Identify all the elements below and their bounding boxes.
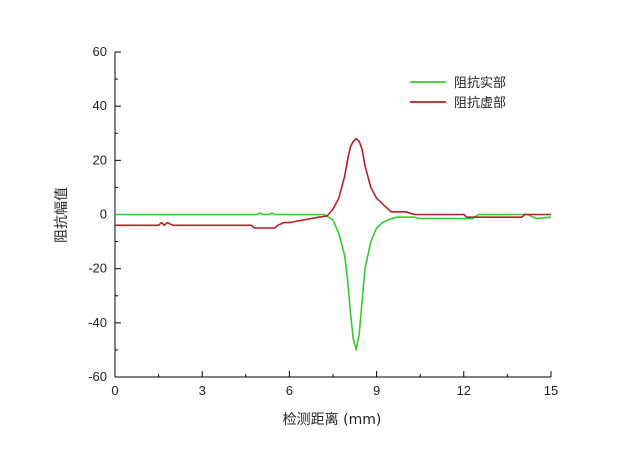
x-tick-label: 15 — [544, 383, 558, 398]
legend-label-2: 阻抗虚部 — [454, 96, 506, 111]
y-tick-label: 0 — [100, 207, 107, 222]
y-tick-label: 20 — [93, 152, 107, 167]
y-tick-label: -20 — [88, 261, 107, 276]
x-axis-title: 检测距离 (mm) — [283, 411, 382, 428]
series-line-2 — [115, 137, 551, 229]
y-tick-label: -40 — [88, 315, 107, 330]
y-tick-label: 60 — [93, 44, 107, 59]
series-layer — [115, 137, 552, 351]
y-tick-label: 40 — [93, 98, 107, 113]
series-line-1 — [115, 212, 552, 351]
x-tick-label: 0 — [111, 383, 118, 398]
x-tick-label: 12 — [457, 383, 471, 398]
x-tick-label: 3 — [199, 383, 206, 398]
y-tick-label: -60 — [88, 369, 107, 384]
x-tick-label: 6 — [286, 383, 293, 398]
legend-label-1: 阻抗实部 — [454, 76, 506, 91]
y-ticks: -60 -40 -20 0 20 40 60 — [88, 44, 121, 384]
x-tick-label: 9 — [373, 383, 380, 398]
x-ticks: 0 3 6 9 12 15 — [111, 371, 558, 398]
y-axis-title: 阻抗幅值 — [54, 187, 70, 243]
